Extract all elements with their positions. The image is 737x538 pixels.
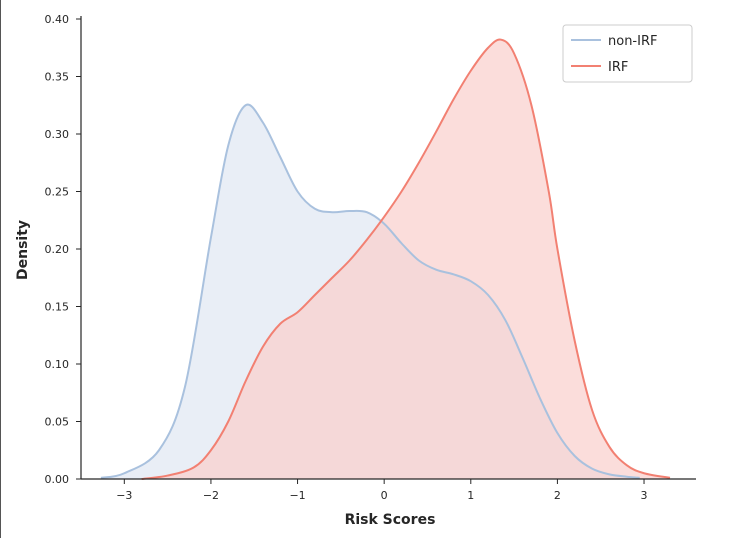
x-tick-label: −1 (289, 489, 305, 502)
area-irf (141, 39, 671, 479)
x-tick-label: 2 (554, 489, 561, 502)
legend-label-non-irf: non-IRF (608, 34, 657, 49)
x-tick-label: −2 (203, 489, 219, 502)
y-tick-label: 0.25 (45, 186, 70, 199)
y-tick-label: 0.20 (45, 243, 70, 256)
y-axis-label: Density (15, 220, 31, 280)
x-tick-label: 3 (641, 489, 648, 502)
legend-label-irf: IRF (608, 60, 628, 75)
axes-layer (80, 16, 696, 480)
y-tick-label: 0.15 (45, 301, 70, 314)
y-tick-label: 0.35 (45, 71, 70, 84)
y-ticks: 0.00 0.05 0.10 0.15 0.20 0.25 0.30 0.35 0.40 (45, 13, 81, 486)
line-layer (100, 38, 671, 480)
y-tick-label: 0.10 (45, 358, 70, 371)
area-layer (100, 39, 671, 479)
line-irf (141, 38, 671, 480)
line-non-irf (100, 103, 640, 479)
x-tick-label: −3 (116, 489, 132, 502)
legend: non-IRF IRF (562, 24, 693, 83)
window-left-edge (0, 0, 1, 538)
x-ticks: −3 −2 −1 0 1 2 3 (116, 479, 648, 502)
x-axis-label: Risk Scores (345, 512, 436, 528)
y-tick-label: 0.05 (45, 416, 70, 429)
y-tick-label: 0.30 (45, 128, 70, 141)
y-tick-label: 0.40 (45, 13, 70, 26)
x-tick-label: 1 (467, 489, 474, 502)
x-tick-label: 0 (381, 489, 388, 502)
y-tick-label: 0.00 (45, 473, 70, 486)
